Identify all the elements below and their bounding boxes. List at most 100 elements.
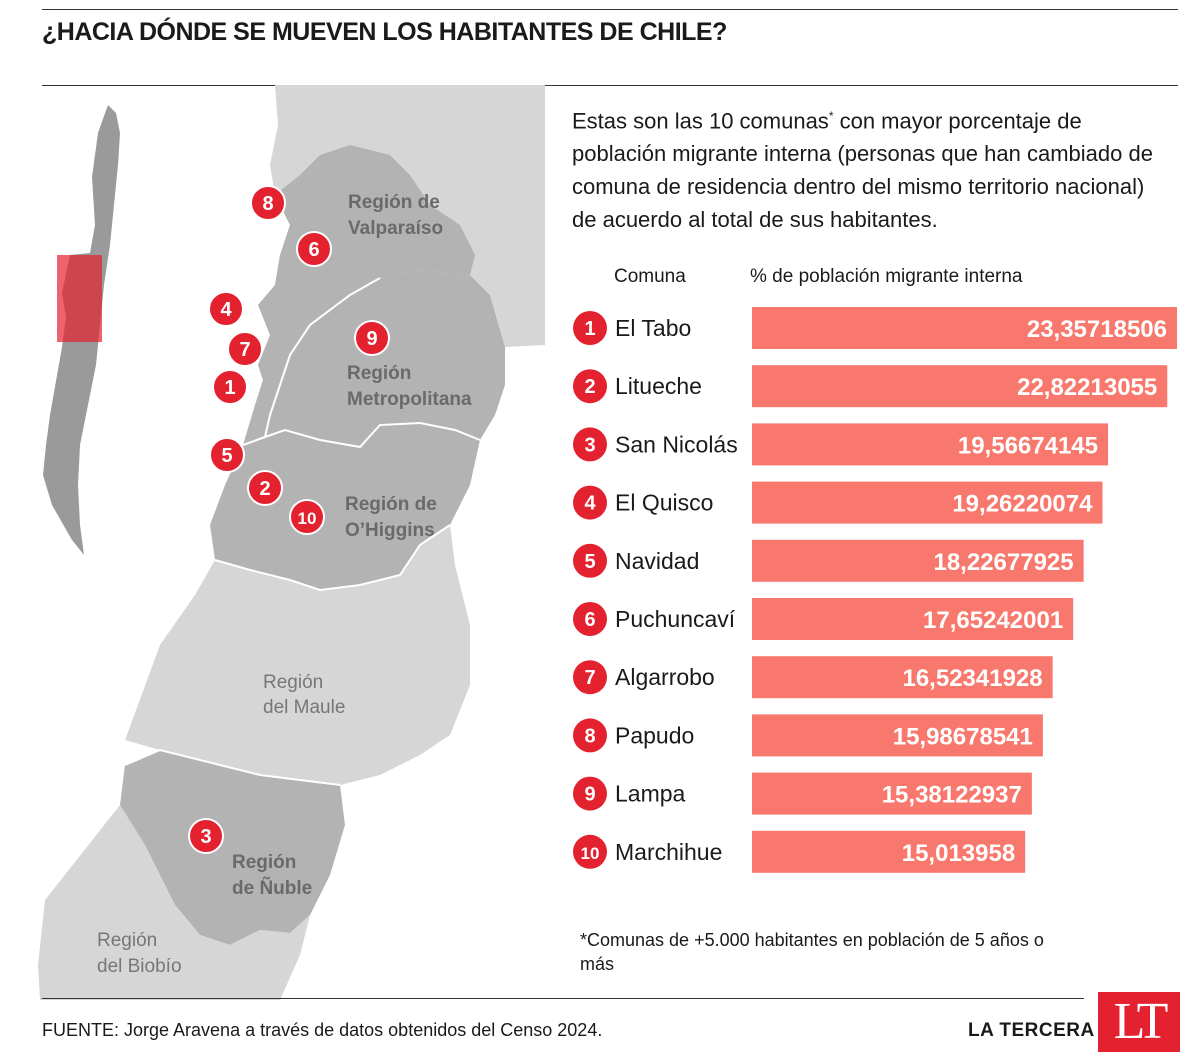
map-marker-number: 1 bbox=[224, 377, 235, 399]
region-shape-biobio bbox=[38, 805, 310, 1000]
rank-badge bbox=[573, 660, 607, 695]
region-label-maule-1: Región bbox=[263, 672, 323, 693]
rank-number: 8 bbox=[584, 725, 595, 747]
value-label: 23,35718506 bbox=[1027, 316, 1167, 343]
comuna-label: San Nicolás bbox=[615, 431, 738, 457]
title-rule bbox=[42, 85, 1178, 86]
top-rule bbox=[42, 9, 1178, 10]
region-shapes bbox=[38, 85, 545, 1000]
region-shape-ohiggins bbox=[210, 423, 480, 590]
region-label-ohiggins-1: Región de bbox=[345, 494, 437, 515]
zoom-area-highlight bbox=[57, 255, 102, 342]
source-text: FUENTE: Jorge Aravena a través de datos … bbox=[42, 1020, 603, 1040]
map-marker bbox=[212, 369, 248, 405]
page-title: ¿HACIA DÓNDE SE MUEVEN LOS HABITANTES DE… bbox=[42, 18, 727, 46]
region-label-valparaiso-2: Valparaíso bbox=[348, 218, 443, 239]
map-marker-number: 3 bbox=[200, 826, 211, 848]
column-header-percent: % de población migrante interna bbox=[750, 266, 1023, 287]
value-label: 15,013958 bbox=[902, 840, 1015, 867]
intro-asterisk: * bbox=[828, 109, 834, 123]
rank-number: 1 bbox=[584, 318, 595, 340]
value-label: 18,22677925 bbox=[933, 549, 1073, 576]
rank-badge bbox=[573, 485, 607, 520]
comuna-label: Lampa bbox=[615, 781, 686, 807]
region-label-metropolitana-2: Metropolitana bbox=[347, 389, 472, 410]
bottom-rule bbox=[42, 998, 1084, 999]
region-shape-nuble bbox=[120, 750, 345, 945]
region-label-valparaiso-1: Región de bbox=[348, 192, 440, 213]
region-label-biobio-2: del Biobío bbox=[97, 956, 182, 977]
region-label-metropolitana-1: Región bbox=[347, 363, 411, 384]
comuna-label: Marchihue bbox=[615, 839, 722, 865]
rank-number: 7 bbox=[584, 667, 595, 689]
map-marker bbox=[250, 185, 286, 221]
value-bar bbox=[752, 714, 1043, 757]
map-marker-number: 7 bbox=[239, 339, 250, 361]
rank-badge bbox=[573, 543, 607, 578]
intro-text-start: Estas son las 10 comunas bbox=[572, 108, 829, 134]
comuna-label: Navidad bbox=[615, 548, 699, 574]
value-label: 16,52341928 bbox=[902, 665, 1042, 692]
rank-badge bbox=[573, 718, 607, 753]
map-marker bbox=[209, 437, 245, 473]
value-bar bbox=[752, 772, 1032, 815]
column-header-comuna: Comuna bbox=[614, 266, 686, 287]
value-label: 19,26220074 bbox=[952, 491, 1093, 518]
map-marker bbox=[188, 818, 224, 854]
rank-badge bbox=[573, 834, 607, 869]
comuna-label: El Quisco bbox=[615, 490, 713, 516]
value-bar bbox=[752, 830, 1026, 873]
rank-badge bbox=[573, 427, 607, 462]
rank-number: 10 bbox=[581, 844, 600, 863]
map-marker-number: 2 bbox=[259, 478, 270, 500]
map-markers: 1 2 3 4 5 6 7 8 9 10 bbox=[188, 185, 390, 854]
region-shape-maule bbox=[125, 525, 470, 785]
rank-number: 3 bbox=[584, 434, 595, 456]
chile-overview-map bbox=[43, 105, 120, 555]
region-label-ohiggins-2: O’Higgins bbox=[345, 520, 435, 541]
intro-text: Estas son las 10 comunas* con mayor porc… bbox=[572, 100, 1162, 236]
value-bar bbox=[752, 539, 1084, 582]
rank-badge bbox=[573, 311, 607, 345]
rank-number: 2 bbox=[584, 376, 595, 398]
value-bar bbox=[752, 307, 1177, 349]
rank-badge bbox=[573, 602, 607, 636]
map-marker-number: 5 bbox=[221, 445, 232, 467]
value-bar bbox=[752, 481, 1103, 524]
value-bar bbox=[752, 365, 1168, 408]
comuna-label: Algarrobo bbox=[615, 664, 715, 690]
region-label-nuble-2: de Ñuble bbox=[232, 877, 312, 899]
map-marker bbox=[354, 320, 390, 356]
comuna-label: Puchuncaví bbox=[615, 606, 736, 632]
region-label-nuble-1: Región bbox=[232, 852, 296, 873]
value-label: 22,82213055 bbox=[1017, 374, 1157, 401]
value-label: 17,65242001 bbox=[923, 607, 1063, 634]
comuna-label: Papudo bbox=[615, 722, 694, 748]
rank-number: 4 bbox=[584, 493, 596, 515]
comuna-label: El Tabo bbox=[615, 315, 691, 341]
map-marker-number: 8 bbox=[262, 193, 273, 215]
map-marker-number: 6 bbox=[308, 239, 319, 261]
map-marker-number: 4 bbox=[220, 299, 232, 321]
map-marker bbox=[208, 291, 244, 327]
chile-map: Región de Valparaíso Región Metropolitan… bbox=[38, 85, 545, 1000]
rank-number: 6 bbox=[584, 609, 595, 631]
value-bar bbox=[752, 656, 1053, 699]
value-bar bbox=[752, 423, 1109, 466]
value-bar bbox=[752, 598, 1074, 640]
map-marker-number: 9 bbox=[366, 328, 377, 350]
comuna-label: Litueche bbox=[615, 373, 702, 399]
map-marker bbox=[296, 231, 332, 267]
la-tercera-logo: LT bbox=[1098, 992, 1180, 1052]
map-marker-number: 10 bbox=[298, 509, 317, 528]
rank-number: 5 bbox=[584, 551, 595, 573]
map-marker bbox=[247, 470, 283, 506]
footnote: *Comunas de +5.000 habitantes en poblaci… bbox=[580, 930, 1044, 974]
brand-name: LA TERCERA bbox=[968, 1020, 1095, 1041]
rank-badge bbox=[573, 776, 607, 811]
value-label: 15,98678541 bbox=[893, 723, 1033, 750]
rank-badge bbox=[573, 369, 607, 404]
value-label: 19,56674145 bbox=[958, 432, 1098, 459]
map-marker bbox=[289, 499, 325, 535]
